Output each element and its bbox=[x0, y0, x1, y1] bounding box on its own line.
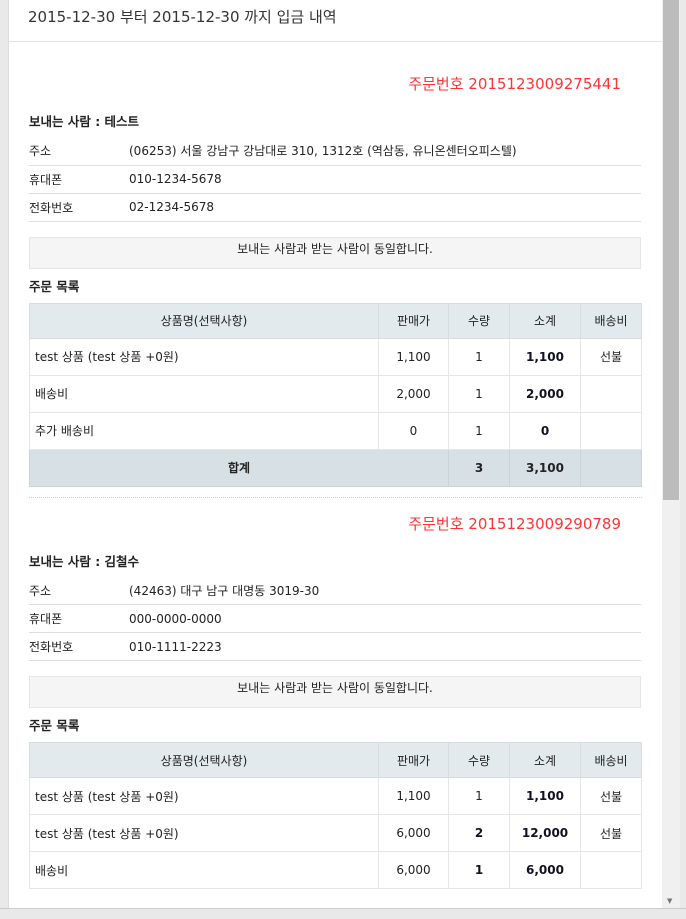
quantity: 1 bbox=[448, 411, 510, 450]
subtotal: 1,100 bbox=[509, 337, 581, 376]
quantity: 1 bbox=[448, 777, 510, 815]
sender-name: 보내는 사람 : 테스트 bbox=[29, 114, 140, 129]
table-row: test 상품 (test 상품 +0원) 1,100 1 1,100 선불 bbox=[29, 777, 642, 815]
product-name: 배송비 bbox=[29, 374, 379, 413]
shipping-type bbox=[580, 851, 642, 889]
quantity: 1 bbox=[448, 851, 510, 889]
col-shipping: 배송비 bbox=[580, 742, 642, 778]
shipping-type: 선불 bbox=[580, 777, 642, 815]
quantity: 1 bbox=[448, 374, 510, 413]
col-product: 상품명(선택사항) bbox=[29, 302, 379, 339]
price: 1,100 bbox=[378, 777, 449, 815]
order-section: 주문번호 2015123009275441 보내는 사람 : 테스트 주소 (06… bbox=[9, 42, 662, 498]
product-name: test 상품 (test 상품 +0원) bbox=[29, 337, 379, 376]
col-qty: 수량 bbox=[448, 742, 510, 778]
price: 6,000 bbox=[378, 851, 449, 889]
total-quantity: 3 bbox=[448, 448, 510, 487]
col-price: 판매가 bbox=[378, 302, 449, 339]
shipping-type bbox=[580, 374, 642, 413]
table-header: 상품명(선택사항) 판매가 수량 소계 배송비 bbox=[29, 302, 642, 339]
product-name: test 상품 (test 상품 +0원) bbox=[29, 777, 379, 815]
order-section: 주문번호 2015123009290789 보내는 사람 : 김철수 주소 (42… bbox=[9, 498, 662, 889]
total-label: 합계 bbox=[29, 448, 449, 487]
order-divider bbox=[29, 496, 642, 498]
product-name: test 상품 (test 상품 +0원) bbox=[29, 814, 379, 852]
same-sender-notice: 보내는 사람과 받는 사람이 동일합니다. bbox=[29, 236, 641, 269]
col-qty: 수량 bbox=[448, 302, 510, 339]
scrollbar[interactable]: ▼ bbox=[662, 0, 680, 908]
phone-label: 전화번호 bbox=[29, 632, 129, 661]
shipping-type: 선불 bbox=[580, 337, 642, 376]
same-sender-notice: 보내는 사람과 받는 사람이 동일합니다. bbox=[29, 676, 641, 708]
subtotal: 6,000 bbox=[509, 851, 581, 889]
col-product: 상품명(선택사항) bbox=[29, 742, 379, 778]
deposit-history-panel: 2015-12-30 부터 2015-12-30 까지 입금 내역 주문번호 2… bbox=[8, 0, 662, 908]
table-row: test 상품 (test 상품 +0원) 6,000 2 12,000 선불 bbox=[29, 814, 642, 852]
shipping-type bbox=[580, 411, 642, 450]
phone-value: 010-1111-2223 bbox=[129, 632, 641, 661]
total-sum: 3,100 bbox=[509, 448, 581, 487]
address-value: (42463) 대구 남구 대명동 3019-30 bbox=[129, 576, 641, 605]
address-value: (06253) 서울 강남구 강남대로 310, 1312호 (역삼동, 유니온… bbox=[129, 137, 641, 166]
order-items-table: 상품명(선택사항) 판매가 수량 소계 배송비 test 상품 (test 상품… bbox=[29, 742, 642, 889]
address-label: 주소 bbox=[29, 576, 129, 605]
subtotal: 2,000 bbox=[509, 374, 581, 413]
price: 6,000 bbox=[378, 814, 449, 852]
page-title: 2015-12-30 부터 2015-12-30 까지 입금 내역 bbox=[9, 0, 662, 42]
address-label: 주소 bbox=[29, 137, 129, 166]
table-row: 추가 배송비 0 1 0 bbox=[29, 411, 642, 450]
table-row: 배송비 2,000 1 2,000 bbox=[29, 374, 642, 413]
col-price: 판매가 bbox=[378, 742, 449, 778]
phone-value: 02-1234-5678 bbox=[129, 193, 641, 222]
col-subtotal: 소계 bbox=[509, 302, 581, 339]
order-number: 주문번호 2015123009275441 bbox=[408, 75, 621, 93]
table-row: test 상품 (test 상품 +0원) 1,100 1 1,100 선불 bbox=[29, 337, 642, 376]
order-number: 주문번호 2015123009290789 bbox=[408, 514, 621, 533]
subtotal: 12,000 bbox=[509, 814, 581, 852]
total-row: 합계 3 3,100 bbox=[29, 448, 642, 487]
quantity: 1 bbox=[448, 337, 510, 376]
scrollbar-thumb[interactable] bbox=[663, 0, 679, 500]
product-name: 추가 배송비 bbox=[29, 411, 379, 450]
window-bottom-edge bbox=[0, 908, 686, 919]
mobile-label: 휴대폰 bbox=[29, 604, 129, 633]
price: 2,000 bbox=[378, 374, 449, 413]
mobile-value: 000-0000-0000 bbox=[129, 604, 641, 633]
sender-info: 주소 (06253) 서울 강남구 강남대로 310, 1312호 (역삼동, 유… bbox=[29, 137, 641, 222]
shipping-type: 선불 bbox=[580, 814, 642, 852]
subtotal: 0 bbox=[509, 411, 581, 450]
scroll-down-arrow-icon[interactable]: ▼ bbox=[667, 897, 673, 905]
subtotal: 1,100 bbox=[509, 777, 581, 815]
order-items-table: 상품명(선택사항) 판매가 수량 소계 배송비 test 상품 (test 상품… bbox=[29, 302, 642, 487]
table-header: 상품명(선택사항) 판매가 수량 소계 배송비 bbox=[29, 742, 642, 778]
quantity: 2 bbox=[448, 814, 510, 852]
order-list-title: 주문 목록 bbox=[29, 278, 80, 294]
mobile-label: 휴대폰 bbox=[29, 165, 129, 194]
order-list-title: 주문 목록 bbox=[29, 718, 80, 733]
sender-info: 주소 (42463) 대구 남구 대명동 3019-30 휴대폰 000-0000-… bbox=[29, 576, 641, 661]
price: 0 bbox=[378, 411, 449, 450]
sender-name: 보내는 사람 : 김철수 bbox=[29, 553, 140, 569]
product-name: 배송비 bbox=[29, 851, 379, 889]
phone-label: 전화번호 bbox=[29, 193, 129, 222]
mobile-value: 010-1234-5678 bbox=[129, 165, 641, 194]
col-subtotal: 소계 bbox=[509, 742, 581, 778]
price: 1,100 bbox=[378, 337, 449, 376]
col-shipping: 배송비 bbox=[580, 302, 642, 339]
table-row: 배송비 6,000 1 6,000 bbox=[29, 851, 642, 889]
